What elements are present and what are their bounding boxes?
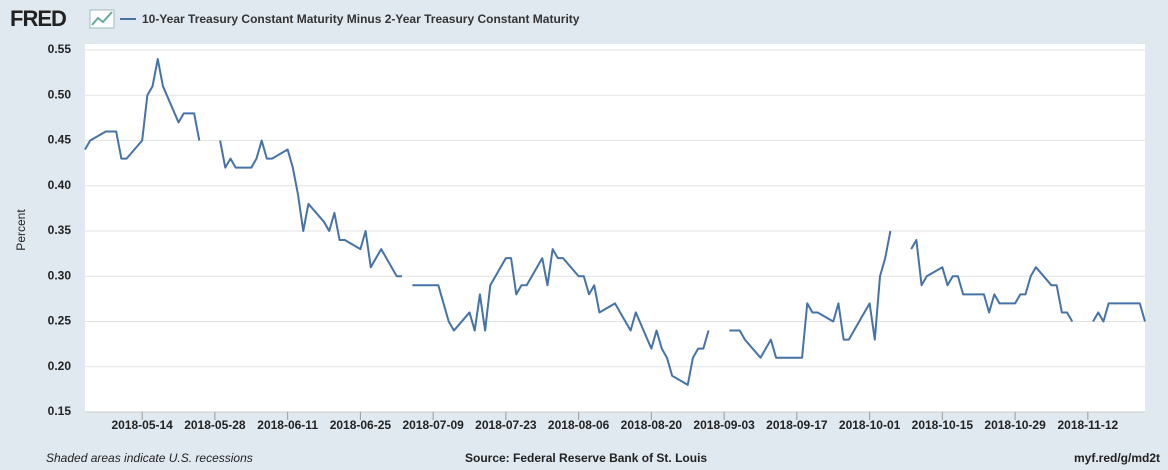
y-axis-label: Percent (14, 209, 28, 251)
y-tick-label: 0.40 (48, 178, 72, 192)
logo: FRED (10, 6, 66, 31)
x-tick-label: 2018-05-14 (111, 418, 173, 432)
x-tick-label: 2018-05-28 (184, 418, 246, 432)
x-tick-label: 2018-07-23 (475, 418, 537, 432)
x-tick-label: 2018-10-29 (984, 418, 1046, 432)
legend-label: 10-Year Treasury Constant Maturity Minus… (142, 12, 580, 26)
y-tick-label: 0.35 (48, 223, 72, 237)
y-tick-label: 0.20 (48, 359, 72, 373)
x-tick-label: 2018-09-03 (693, 418, 755, 432)
x-tick-label: 2018-07-09 (402, 418, 464, 432)
data-line (84, 58, 1146, 386)
x-tick-label: 2018-10-15 (912, 418, 974, 432)
x-tick-label: 2018-11-12 (1057, 418, 1118, 432)
footer-note: Shaded areas indicate U.S. recessions (46, 451, 253, 465)
plot-area (85, 44, 1145, 412)
footer-link: myf.red/g/md2t (1074, 451, 1160, 465)
x-tick-label: 2018-08-20 (621, 418, 683, 432)
y-tick-label: 0.30 (48, 268, 72, 282)
y-tick-label: 0.50 (48, 87, 72, 101)
x-tick-label: 2018-09-17 (766, 418, 828, 432)
logo-icon (89, 9, 115, 29)
y-tick-label: 0.55 (48, 42, 72, 56)
footer-source: Source: Federal Reserve Bank of St. Loui… (465, 451, 707, 465)
y-tick-label: 0.25 (48, 314, 72, 328)
x-tick-label: 2018-06-25 (330, 418, 392, 432)
y-tick-label: 0.45 (48, 133, 72, 147)
y-tick-label: 0.15 (48, 404, 72, 418)
x-tick-label: 2018-10-01 (839, 418, 901, 432)
x-tick-label: 2018-08-06 (548, 418, 610, 432)
x-tick-label: 2018-06-11 (257, 418, 318, 432)
